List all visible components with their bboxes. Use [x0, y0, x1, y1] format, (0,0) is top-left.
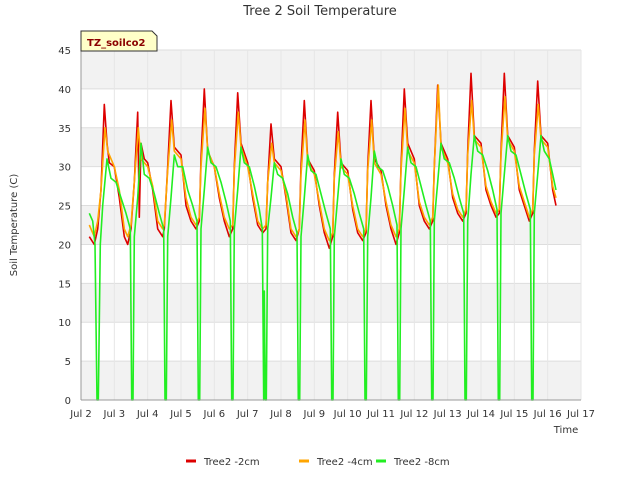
legend-item: Tree2 -2cm — [186, 457, 260, 468]
x-tick-label: Jul 10 — [333, 409, 362, 420]
tz-badge: TZ_soilco2 — [80, 30, 158, 52]
y-tick-label: 40 — [58, 85, 71, 96]
tz-badge-box — [80, 30, 158, 52]
plot-band — [81, 50, 581, 89]
x-tick-label: Jul 4 — [136, 409, 159, 420]
x-tick-label: Jul 12 — [399, 409, 428, 420]
legend-label: Tree2 -8cm — [393, 457, 450, 468]
x-tick-label: Jul 11 — [366, 409, 395, 420]
x-tick-label: Jul 2 — [69, 409, 92, 420]
y-tick-label: 30 — [58, 163, 71, 174]
legend-label: Tree2 -4cm — [316, 457, 373, 468]
x-tick-label: Jul 6 — [203, 409, 226, 420]
y-axis-label: Soil Temperature (C) — [9, 174, 20, 277]
legend-label: Tree2 -2cm — [203, 457, 260, 468]
x-tick-label: Jul 7 — [236, 409, 259, 420]
legend-item: Tree2 -4cm — [299, 457, 373, 468]
y-tick-labels: 0 5 10 15 20 25 30 35 40 45 — [58, 46, 71, 407]
legend-item: Tree2 -8cm — [376, 457, 450, 468]
series-line — [88, 84, 557, 242]
y-tick-label: 15 — [58, 279, 71, 290]
x-tick-label: Jul 14 — [466, 409, 495, 420]
x-tick-label: Jul 5 — [169, 409, 192, 420]
x-axis-label: Time — [553, 425, 578, 436]
x-tick-labels: Jul 2 Jul 3 Jul 4 Jul 5 Jul 6 Jul 7 Jul 8 Jul 9… — [69, 409, 595, 420]
y-tick-label: 35 — [58, 124, 71, 135]
x-tick-label: Jul 15 — [499, 409, 528, 420]
x-tick-label: Jul 16 — [533, 409, 562, 420]
x-tick-label: Jul 8 — [269, 409, 292, 420]
x-tick-label: Jul 13 — [433, 409, 462, 420]
tz-badge-label: TZ_soilco2 — [87, 38, 146, 49]
chart-title: Tree 2 Soil Temperature — [242, 4, 397, 19]
y-tick-label: 45 — [58, 46, 71, 57]
axes — [80, 50, 581, 401]
y-tick-label: 25 — [58, 202, 71, 213]
legend: Tree2 -2cm Tree2 -4cm Tree2 -8cm — [186, 457, 450, 468]
plot-band — [81, 127, 581, 167]
y-tick-label: 0 — [65, 396, 71, 407]
x-tick-label: Jul 9 — [303, 409, 326, 420]
x-tick-label: Jul 3 — [103, 409, 126, 420]
x-tick-label: Jul 17 — [566, 409, 595, 420]
y-tick-label: 20 — [58, 240, 71, 251]
y-tick-label: 10 — [58, 318, 71, 329]
y-tick-label: 5 — [65, 357, 71, 368]
